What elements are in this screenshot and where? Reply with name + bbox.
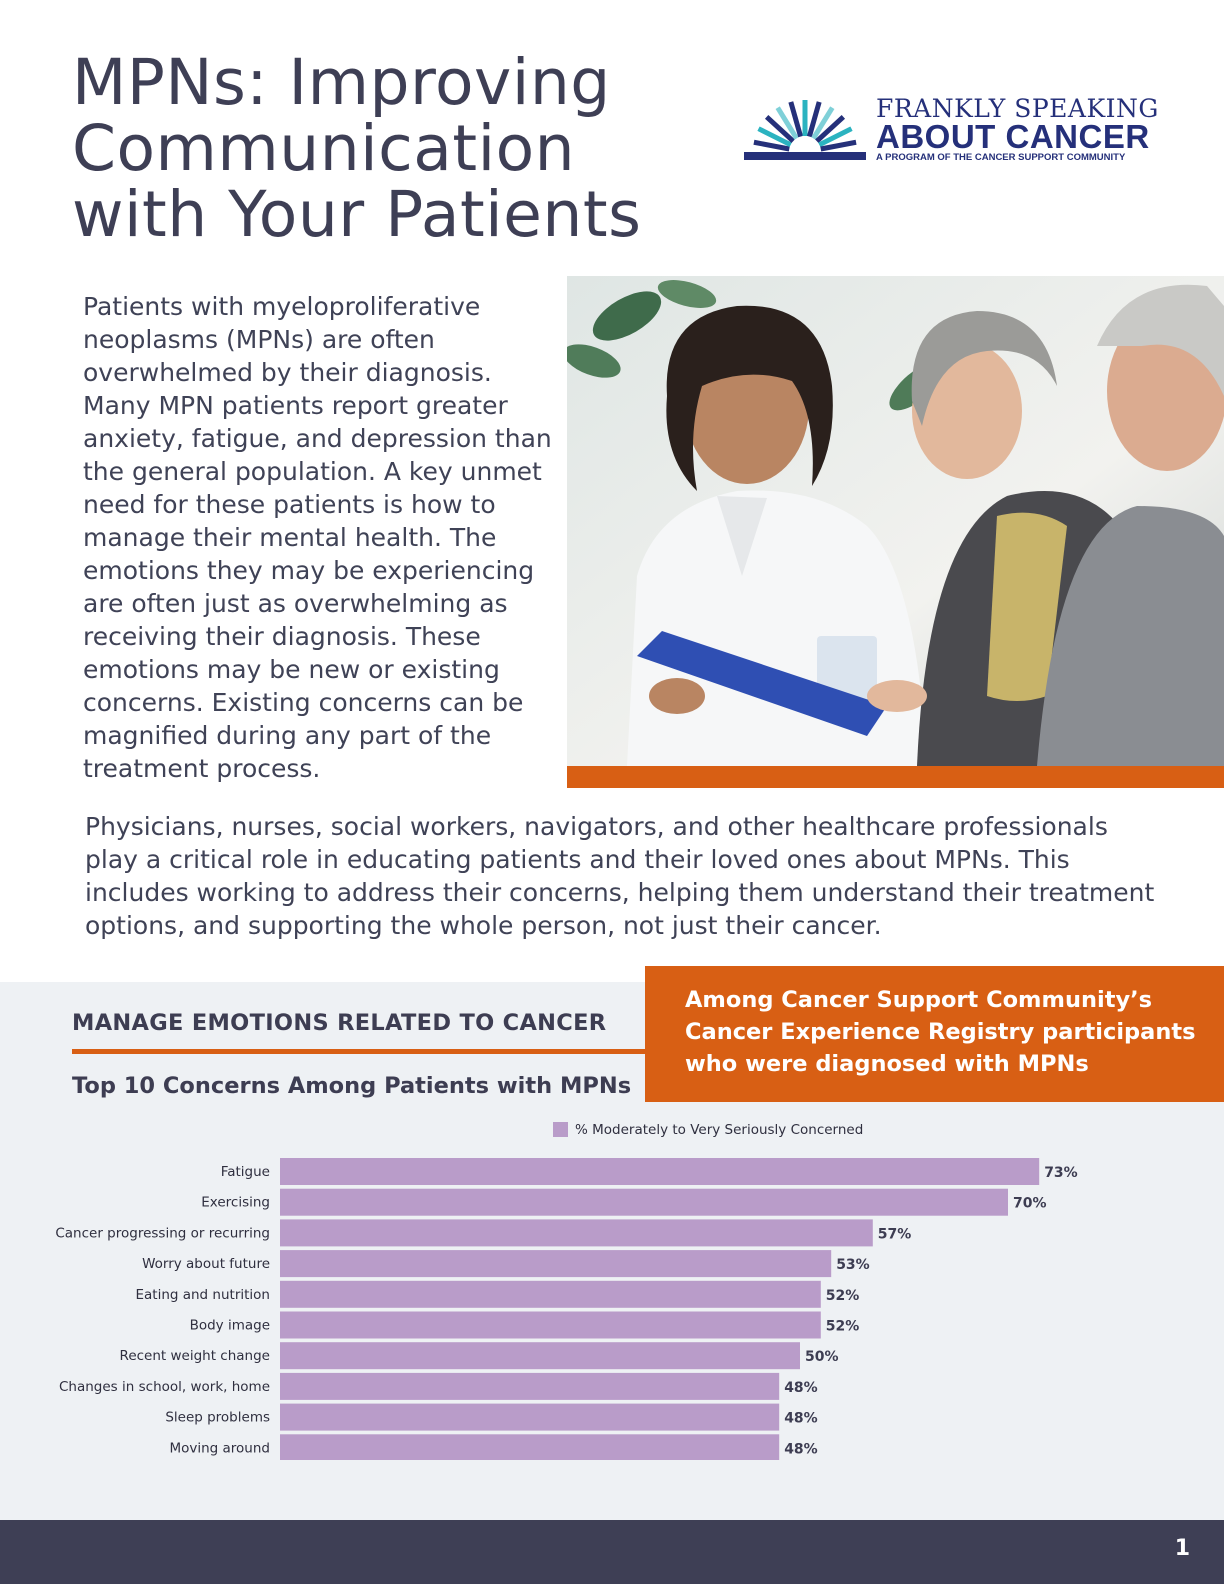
category-label: Exercising	[201, 1195, 270, 1211]
callout-text: Among Cancer Support Community’s Cancer …	[685, 984, 1196, 1080]
section-divider	[72, 1049, 652, 1054]
sunburst-logo-icon	[744, 100, 866, 160]
logo-line-3: A PROGRAM OF THE CANCER SUPPORT COMMUNIT…	[876, 152, 1126, 163]
bar-5	[280, 1280, 821, 1308]
category-label: Eating and nutrition	[135, 1287, 270, 1303]
title-line-2: Communication	[72, 112, 576, 185]
value-label: 48%	[784, 1441, 818, 1457]
bar-1	[280, 1158, 1040, 1185]
bar-9	[280, 1403, 780, 1431]
category-label: Recent weight change	[120, 1348, 270, 1364]
page-footer: 1	[0, 1520, 1224, 1584]
bar-4	[280, 1250, 832, 1278]
legend-swatch	[553, 1122, 568, 1137]
logo-line-1: FRANKLY SPEAKING	[876, 94, 1159, 123]
value-label: 57%	[878, 1226, 912, 1242]
doctor-patients-photo	[567, 276, 1224, 766]
intro-paragraph: Patients with myeloproliferative neoplas…	[83, 292, 552, 783]
category-label: Sleep problems	[165, 1410, 270, 1426]
callout-line-3: who were diagnosed with MPNs	[685, 1051, 1089, 1077]
frankly-speaking-logo: FRANKLY SPEAKING ABOUT CANCER A PROGRAM …	[744, 94, 1158, 166]
category-label: Fatigue	[221, 1164, 270, 1180]
body-paragraph: Physicians, nurses, social workers, navi…	[85, 812, 1155, 940]
category-label: Cancer progressing or recurring	[55, 1225, 270, 1241]
category-label: Changes in school, work, home	[59, 1379, 270, 1395]
legend-label: % Moderately to Very Seriously Concerned	[575, 1122, 863, 1138]
concerns-bar-chart: % Moderately to Very Seriously Concerned…	[55, 1122, 1078, 1460]
bar-2	[280, 1188, 1008, 1216]
value-label: 50%	[805, 1349, 839, 1365]
value-label: 53%	[836, 1257, 870, 1273]
photo-accent-bar	[567, 766, 1224, 788]
registry-callout: Among Cancer Support Community’s Cancer …	[645, 966, 1224, 1102]
value-label: 48%	[784, 1380, 818, 1396]
chart-title: Top 10 Concerns Among Patients with MPNs	[72, 1073, 632, 1099]
page-number: 1	[1174, 1536, 1190, 1561]
bar-10	[280, 1434, 780, 1460]
value-label: 73%	[1044, 1165, 1078, 1181]
logo-line-2: ABOUT CANCER	[876, 118, 1150, 155]
section-heading: MANAGE EMOTIONS RELATED TO CANCER	[72, 1010, 607, 1036]
category-label: Worry about future	[142, 1256, 270, 1272]
value-label: 52%	[826, 1319, 860, 1335]
value-label: 48%	[784, 1411, 818, 1427]
category-label: Moving around	[169, 1440, 270, 1456]
callout-line-2: Cancer Experience Registry participants	[685, 1019, 1196, 1045]
bar-3	[280, 1219, 873, 1247]
category-label: Body image	[190, 1318, 270, 1334]
title-line-3: with Your Patients	[72, 178, 642, 251]
bar-6	[280, 1311, 821, 1339]
callout-line-1: Among Cancer Support Community’s	[685, 987, 1153, 1013]
bar-8	[280, 1372, 780, 1400]
value-label: 52%	[826, 1288, 860, 1304]
title-line-1: MPNs: Improving	[72, 46, 611, 119]
value-label: 70%	[1013, 1196, 1047, 1212]
bar-7	[280, 1342, 800, 1370]
page-title: MPNs: Improving Communication with Your …	[72, 50, 641, 248]
